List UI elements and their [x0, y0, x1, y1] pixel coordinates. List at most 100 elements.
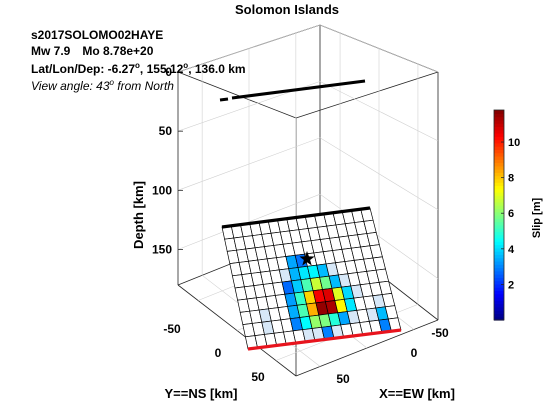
- colorbar-label: Slip [m]: [531, 198, 543, 239]
- colorbar: 2 4 6 8 10: [493, 109, 520, 321]
- location-line: Lat/Lon/Dep: -6.27o, 155.12o, 136.0 km: [31, 61, 246, 76]
- mo-label: Mo 8.78e+20: [82, 44, 154, 58]
- depth-tick-label: 100: [152, 183, 172, 197]
- colorbar-segment: [494, 228, 504, 233]
- chart-title: Solomon Islands: [235, 2, 339, 17]
- magnitude-line: Mw 7.9 Mo 8.78e+20: [31, 44, 153, 58]
- colorbar-segment: [494, 172, 504, 177]
- colorbar-segment: [494, 211, 504, 216]
- depth-tick-label: 150: [152, 243, 172, 257]
- colorbar-segment: [494, 277, 504, 282]
- colorbar-segment: [494, 257, 504, 262]
- degree-mark: o: [183, 61, 189, 70]
- colorbar-segment: [494, 149, 504, 154]
- colorbar-segment: [494, 260, 504, 265]
- colorbar-segment: [494, 297, 504, 301]
- colorbar-tick-label: 10: [508, 137, 520, 149]
- colorbar-segment: [494, 132, 504, 137]
- colorbar-segment: [494, 146, 504, 150]
- colorbar-segment: [494, 136, 504, 141]
- fault-plane: [221, 206, 402, 351]
- depth-grid-line: [177, 24, 439, 73]
- colorbar-segment: [494, 175, 504, 180]
- loc-label: Lat/Lon/Dep:: [31, 62, 105, 76]
- colorbar-segment: [494, 185, 504, 190]
- y-axis-label: Y==NS [km]: [165, 386, 238, 401]
- colorbar-tick-label: 4: [508, 244, 515, 256]
- colorbar-segment: [494, 313, 504, 318]
- surface-trace: [231, 79, 366, 100]
- colorbar-segment: [494, 178, 504, 183]
- colorbar-tick-label: 2: [508, 279, 514, 291]
- colorbar-frame: [493, 109, 505, 321]
- ew-tick-label: 50: [336, 372, 350, 386]
- ns-tick-label: 0: [215, 346, 222, 360]
- depth-value: 136.0 km: [194, 62, 246, 76]
- box-edge-top: [177, 71, 297, 119]
- colorbar-segment: [494, 139, 504, 144]
- colorbar-segment: [494, 126, 504, 131]
- colorbar-segment: [494, 306, 504, 311]
- view-angle-suffix: from North: [113, 79, 174, 93]
- colorbar-segment: [494, 221, 504, 226]
- ns-tick-label: 50: [251, 370, 265, 384]
- colorbar-segment: [494, 123, 504, 128]
- colorbar-segment: [494, 113, 504, 118]
- colorbar-segment: [494, 152, 504, 157]
- degree-mark: o: [109, 78, 114, 87]
- colorbar-segment: [494, 280, 504, 285]
- depth-tick-label: 0: [165, 65, 172, 79]
- event-id: s2017SOLOMO02HAYE: [31, 28, 164, 42]
- colorbar-segment: [494, 247, 504, 252]
- colorbar-segment: [494, 119, 504, 124]
- colorbar-segment: [494, 303, 504, 308]
- colorbar-segment: [494, 198, 504, 203]
- colorbar-segment: [494, 264, 504, 269]
- colorbar-segment: [494, 293, 504, 298]
- lat-value: -6.27: [107, 62, 136, 76]
- colorbar-segment: [494, 231, 504, 236]
- surface-trace-segment: [219, 97, 229, 102]
- ew-tick-label: -50: [431, 326, 449, 340]
- colorbar-segment: [494, 162, 504, 167]
- surface-projection: [219, 79, 366, 102]
- colorbar-segment: [494, 251, 504, 255]
- colorbar-segment: [494, 283, 504, 288]
- colorbar-segment: [494, 290, 504, 295]
- colorbar-segment: [494, 215, 504, 219]
- mw-label: Mw 7.9: [31, 44, 71, 58]
- depth-grid-line: [177, 137, 439, 211]
- colorbar-segment: [494, 116, 504, 121]
- colorbar-segment: [494, 208, 504, 213]
- view-angle-prefix: View angle: 43: [31, 79, 110, 93]
- lon-value: 155.12: [146, 62, 184, 76]
- colorbar-segment: [494, 155, 504, 160]
- colorbar-tick-label: 8: [508, 173, 514, 185]
- x-axis-label: X==EW [km]: [379, 386, 455, 401]
- depth-grid-line: [177, 81, 439, 142]
- colorbar-segment: [494, 192, 504, 196]
- colorbar-segment: [494, 159, 504, 164]
- colorbar-segment: [494, 270, 504, 275]
- colorbar-segment: [494, 201, 504, 206]
- hypocenter-star-icon: [299, 251, 315, 266]
- fault-top-edge: [221, 206, 371, 229]
- colorbar-segment: [494, 110, 504, 114]
- colorbar-segment: [494, 188, 504, 193]
- colorbar-segment: [494, 218, 504, 223]
- colorbar-segment: [494, 224, 504, 229]
- box-edge-top: [295, 71, 439, 119]
- colorbar-segment: [494, 300, 504, 305]
- colorbar-segment: [494, 182, 504, 187]
- colorbar-segment: [494, 205, 504, 210]
- degree-mark: o: [135, 61, 140, 70]
- colorbar-segment: [494, 287, 504, 292]
- tick-labels: 0 50 100 150 -50 0 50 -50 0 50: [152, 65, 449, 386]
- colorbar-segment: [494, 310, 504, 315]
- colorbar-segment: [494, 142, 504, 147]
- fault-bottom-edge: [247, 328, 402, 351]
- colorbar-segment: [494, 237, 504, 242]
- colorbar-segment: [494, 244, 504, 249]
- colorbar-segment: [494, 129, 504, 134]
